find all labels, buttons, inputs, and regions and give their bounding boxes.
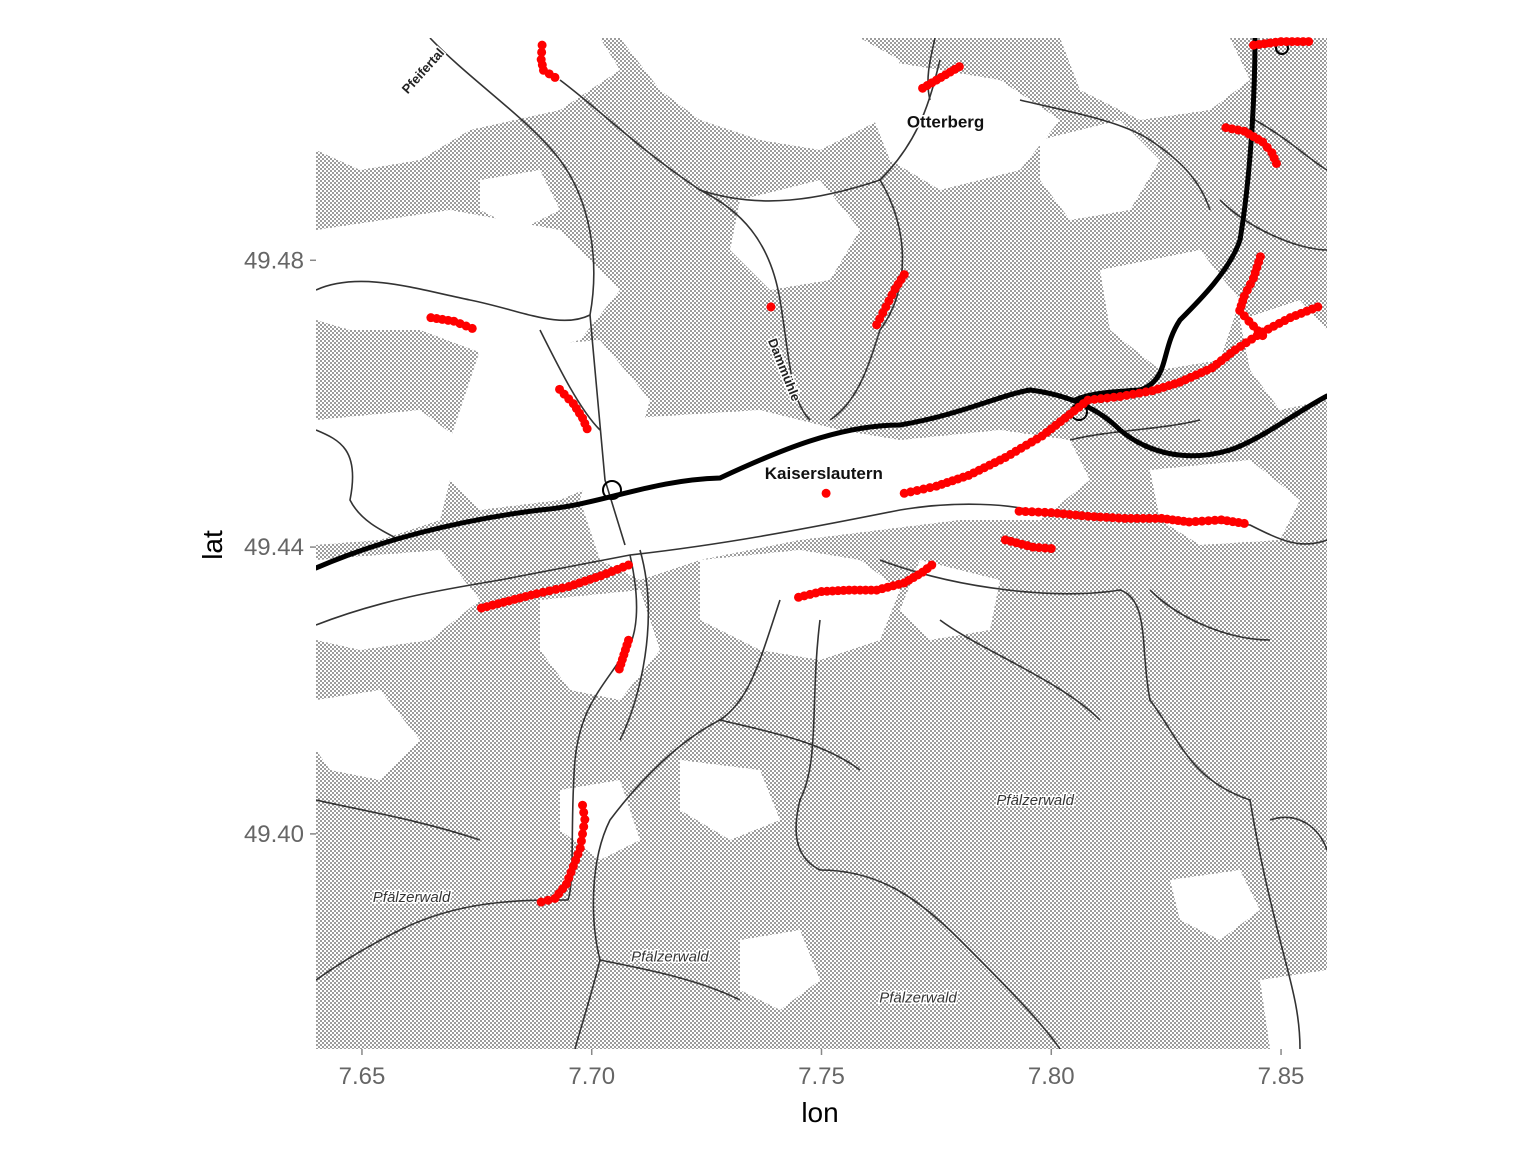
data-point (1033, 507, 1043, 517)
basemap: Otterberg Kaiserslautern Pfälzerwald Pfälze… (316, 38, 1327, 1049)
data-point (582, 424, 592, 434)
data-point (1021, 507, 1031, 517)
data-point (1271, 158, 1281, 168)
data-point (578, 829, 588, 839)
data-point (1258, 331, 1268, 341)
data-point (576, 836, 586, 846)
motorways (316, 38, 1327, 571)
data-point (821, 488, 831, 498)
x-axis-title: lon (801, 1097, 838, 1128)
data-point (580, 815, 590, 825)
y-tick-label: 49.48 (244, 247, 304, 274)
data-point (927, 560, 937, 570)
place-labels: Otterberg Kaiserslautern Pfälzerwald Pfälze… (371, 111, 1076, 1008)
x-tick-label: 7.80 (1028, 1063, 1075, 1090)
y-axis: 49.40 49.44 49.48 (244, 247, 316, 848)
place-label: Otterberg (907, 113, 984, 132)
data-point (550, 72, 560, 82)
data-point (537, 47, 547, 57)
data-point (1027, 507, 1037, 517)
data-point (537, 40, 547, 50)
data-point (899, 270, 909, 280)
y-tick-label: 49.44 (244, 534, 304, 561)
data-point (614, 664, 624, 674)
x-tick-label: 7.75 (798, 1063, 845, 1090)
data-point (579, 822, 589, 832)
data-point (1014, 506, 1024, 516)
x-axis: 7.65 7.70 7.75 7.80 7.85 (339, 1049, 1305, 1090)
data-point (1040, 507, 1050, 517)
data-point (1239, 518, 1249, 528)
open-land-areas (316, 38, 1327, 1049)
place-label: Kaiserslautern (765, 464, 883, 483)
data-point (1046, 544, 1056, 554)
data-point (1197, 516, 1207, 526)
x-tick-label: 7.85 (1258, 1063, 1305, 1090)
data-point (536, 897, 546, 907)
place-label: Pfälzerwald (373, 889, 451, 906)
data-point (954, 62, 964, 72)
data-point (1210, 515, 1220, 525)
y-tick-label: 49.40 (244, 821, 304, 848)
data-point (550, 893, 560, 903)
place-label: Pfälzerwald (879, 989, 957, 1006)
data-point (1313, 302, 1323, 312)
data-point (1304, 37, 1314, 47)
data-point (1203, 516, 1213, 526)
data-point (578, 800, 588, 810)
x-tick-label: 7.65 (339, 1063, 386, 1090)
data-point (766, 302, 776, 312)
data-point (623, 560, 633, 570)
data-point (543, 895, 553, 905)
data-point (467, 323, 477, 333)
data-point (1184, 517, 1194, 527)
place-label: Pfälzerwald (631, 949, 709, 966)
data-points (426, 37, 1323, 907)
place-label: Pfälzerwald (996, 792, 1074, 809)
y-axis-title: lat (197, 530, 228, 560)
data-point (579, 807, 589, 817)
x-tick-label: 7.70 (568, 1063, 615, 1090)
data-point (1191, 517, 1201, 527)
